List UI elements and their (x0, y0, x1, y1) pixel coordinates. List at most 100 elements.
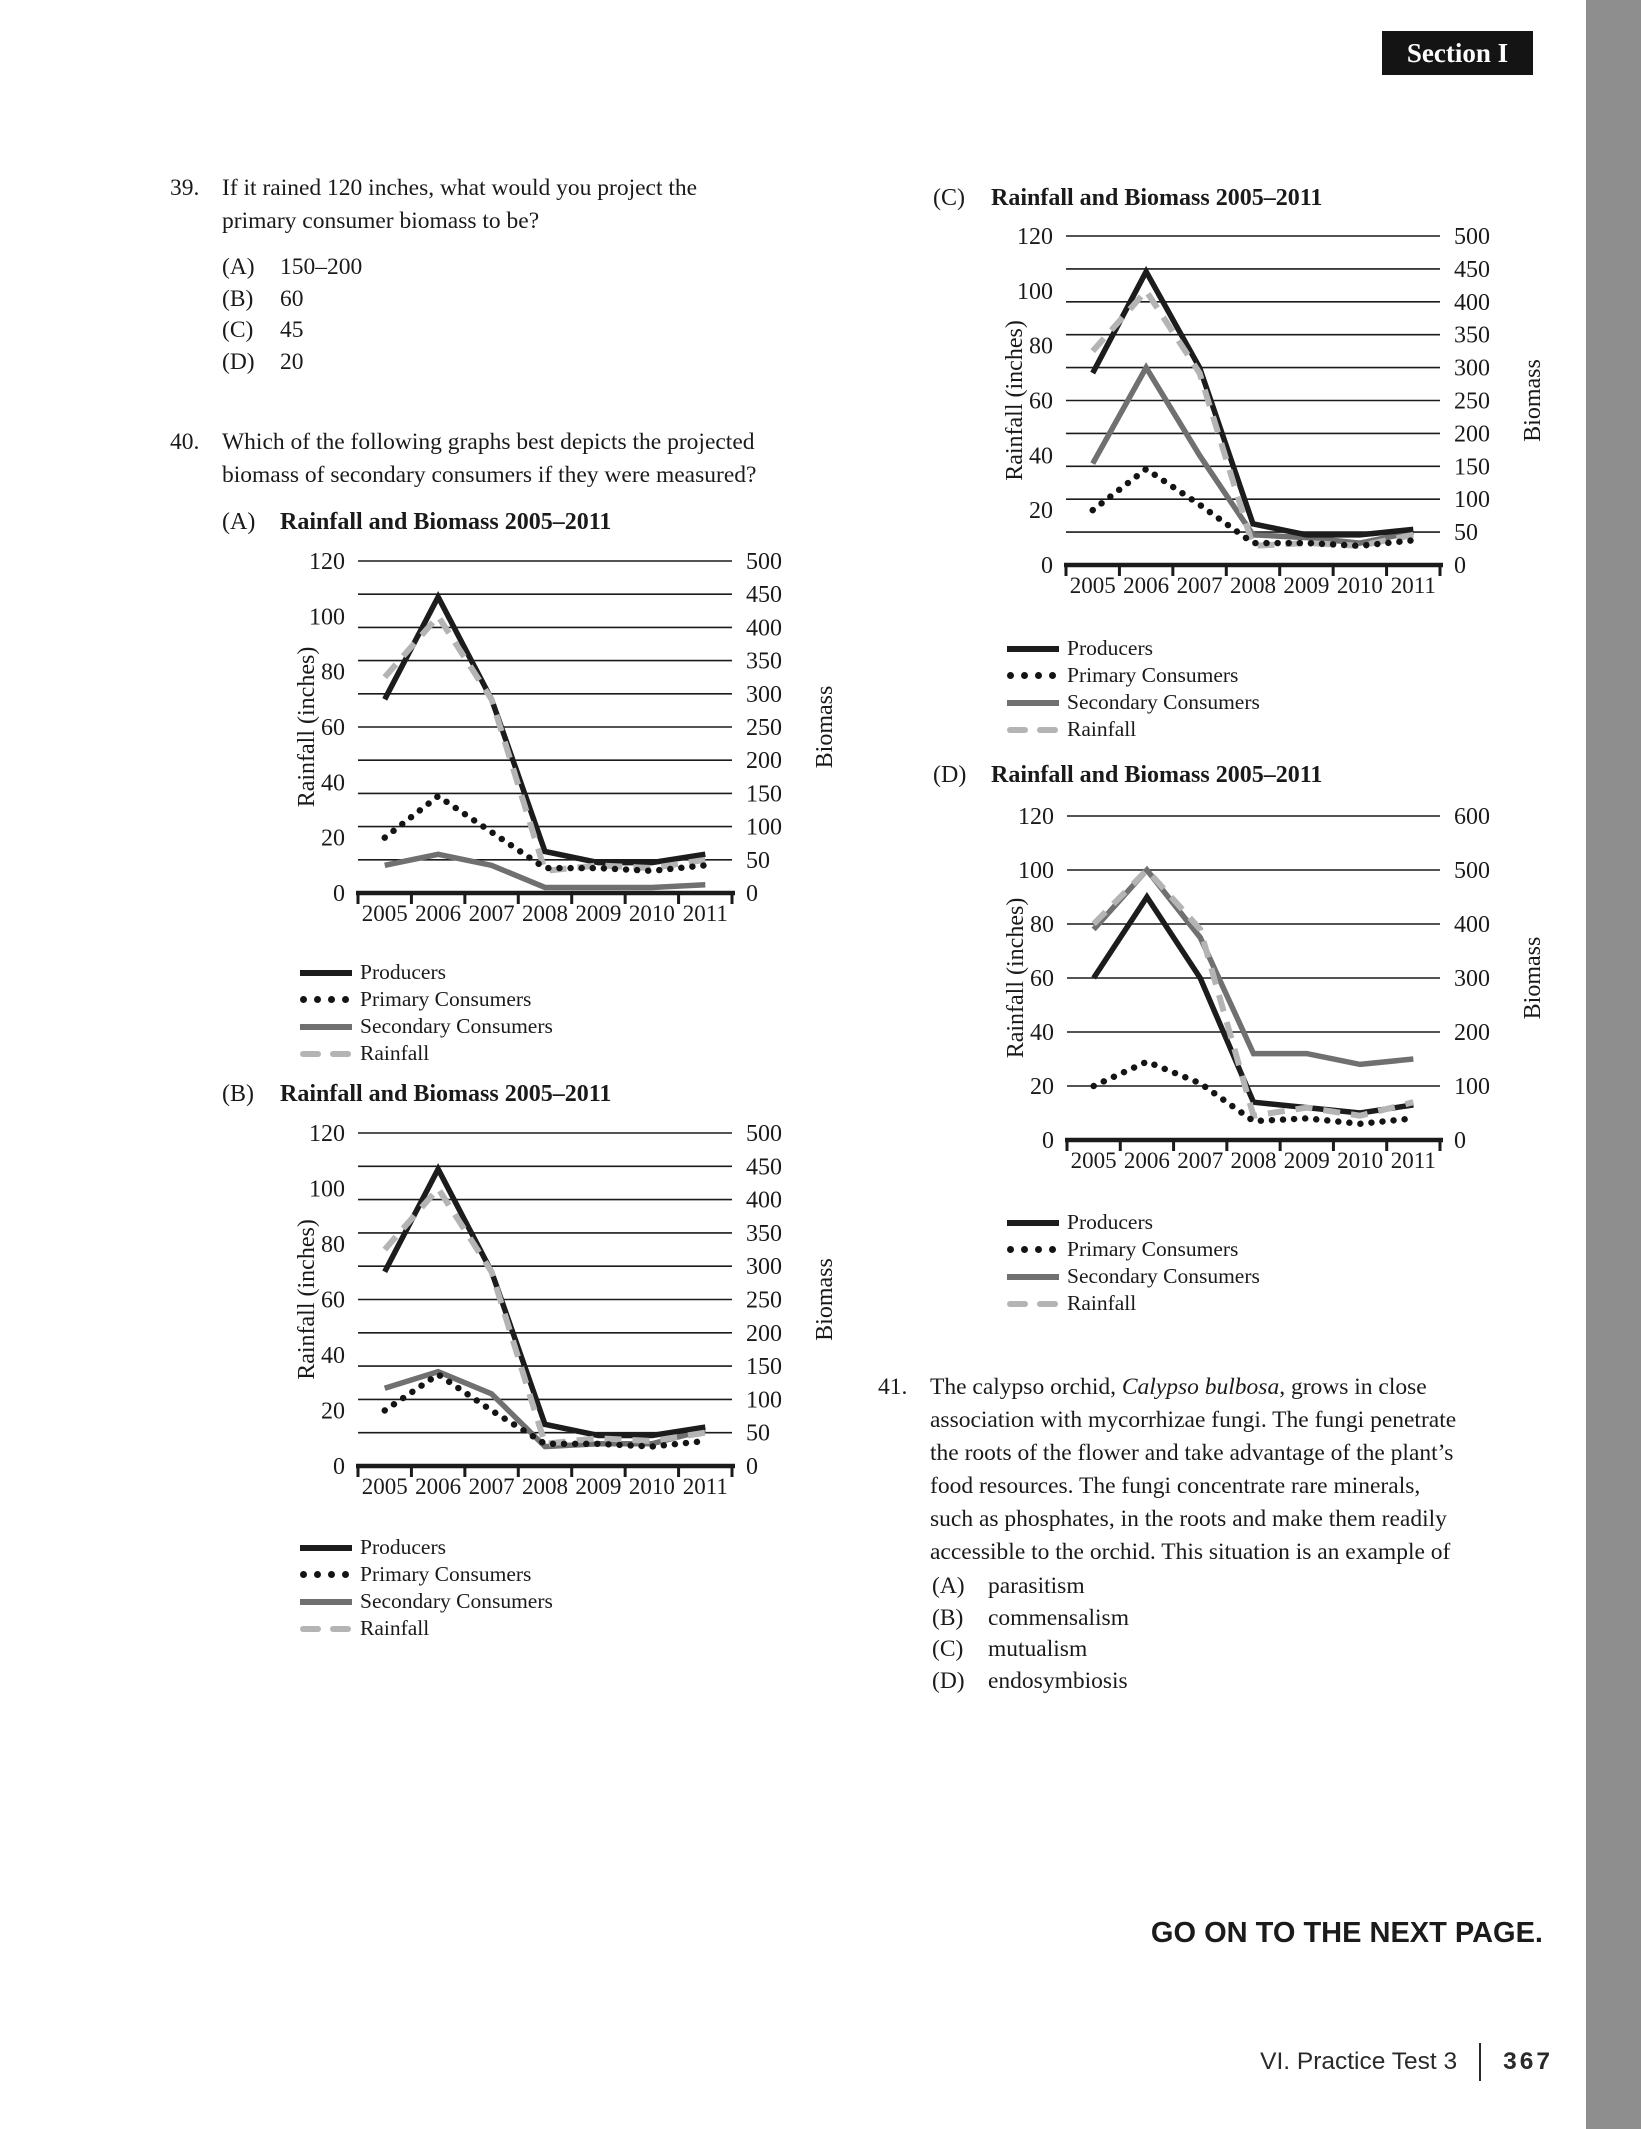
right-axis-tick: 0 (1454, 1128, 1466, 1154)
option-text: endosymbiosis (988, 1667, 1128, 1694)
left-axis-tick: 120 (309, 549, 345, 575)
legend-item: Primary Consumers (1007, 1236, 1260, 1263)
chart-A-legend: Producers Primary Consumers Secondary Cons… (300, 959, 553, 1067)
right-axis-tick: 100 (746, 1387, 782, 1413)
right-axis-tick: 500 (1454, 858, 1490, 884)
legend-marker-dashed-lightgray (300, 1050, 351, 1057)
left-axis-tick: 0 (333, 881, 345, 907)
left-axis-title: Rainfall (inches) (294, 1219, 320, 1380)
legend-label: Producers (360, 960, 446, 984)
x-axis-year-label: 2010 (1337, 573, 1383, 598)
left-axis-tick: 60 (1030, 966, 1054, 992)
series-producers (1090, 265, 1414, 538)
legend-marker-dotted-black (1007, 1246, 1056, 1253)
left-axis-tick: 80 (321, 660, 345, 686)
series-primary-consumers (381, 1370, 709, 1450)
series-rainfall (382, 611, 706, 875)
legend-marker-dotted-black (1007, 672, 1056, 679)
right-axis-tick: 200 (746, 748, 782, 774)
legend-marker-solid-gray (300, 1598, 352, 1605)
x-axis-year-label: 2008 (522, 1474, 568, 1499)
option-letter: (B) (932, 1604, 964, 1631)
legend-item: Secondary Consumers (1007, 689, 1260, 716)
left-axis-title: Rainfall (inches) (1003, 898, 1029, 1059)
legend-marker-dotted-black (300, 996, 349, 1003)
right-axis-tick: 50 (746, 848, 770, 874)
answer-option: (A) 150–200 (222, 252, 362, 284)
right-axis-tick: 250 (746, 715, 782, 741)
right-axis-title: Biomass (1520, 359, 1546, 442)
right-axis-tick: 300 (746, 682, 782, 708)
x-axis-year-label: 2011 (1391, 1148, 1436, 1173)
q39-text: If it rained 120 inches, what would you … (222, 172, 697, 238)
answer-option: (C) 45 (222, 315, 362, 347)
q41-text-run: food resources. The fungi concentrate ra… (930, 1473, 1421, 1499)
chart-title: Rainfall and Biomass 2005–2011 (280, 1081, 612, 1107)
chart-D-plot: 0 20 40 60 80 100 120 0 100 200 300 400 500 600 2005 20… (1003, 804, 1546, 1173)
legend-marker-dashed-lightgray (300, 1625, 351, 1632)
right-axis-title: Biomass (812, 1258, 838, 1341)
legend-marker-dotted-black (300, 1571, 349, 1578)
option-letter: (C) (222, 317, 254, 344)
legend-item: Primary Consumers (1007, 662, 1260, 689)
right-axis-tick: 500 (746, 549, 782, 575)
x-axis-year-label: 2011 (683, 1474, 728, 1499)
right-axis-tick: 150 (746, 781, 782, 807)
q41-options: (A) parasitism (B) commensalism (C) mutualism… (932, 1571, 1129, 1697)
left-axis-tick: 20 (321, 1399, 345, 1425)
x-axis-year-label: 2009 (1283, 573, 1329, 598)
right-axis-tick: 350 (746, 649, 782, 675)
page-edge-bar (1586, 0, 1641, 2129)
answer-option: (A) parasitism (932, 1571, 1129, 1603)
series-secondary-consumers (1091, 865, 1414, 1068)
left-axis-tick: 0 (1041, 553, 1053, 579)
legend-item: Producers (300, 1534, 553, 1561)
q40-text: Which of the following graphs best depic… (222, 426, 756, 492)
legend-item: Secondary Consumers (300, 1013, 553, 1040)
right-axis-tick: 300 (746, 1254, 782, 1280)
chart-option-letter: (A) (222, 509, 256, 535)
legend-item: Producers (1007, 635, 1260, 662)
left-axis-tick: 80 (1030, 912, 1054, 938)
right-axis-tick: 600 (1454, 804, 1490, 830)
q41-line: The calypso orchid, Calypso bulbosa, gro… (930, 1371, 1456, 1404)
left-axis-tick: 60 (1029, 389, 1053, 415)
right-axis-tick: 450 (746, 1154, 782, 1180)
legend-label: Primary Consumers (360, 987, 532, 1011)
right-axis-tick: 50 (746, 1421, 770, 1447)
section-badge-label: Section I (1406, 37, 1509, 68)
x-axis-year-label: 2009 (575, 1474, 621, 1499)
legend-label: Producers (1067, 636, 1153, 660)
series-producers (382, 1163, 706, 1439)
x-axis-year-label: 2010 (629, 1474, 675, 1499)
legend-label: Secondary Consumers (1067, 1264, 1260, 1288)
x-axis-year-label: 2011 (1391, 573, 1436, 598)
footer-label: VI. Practice Test 3 (1260, 2048, 1458, 2075)
answer-option: (B) commensalism (932, 1603, 1129, 1635)
q41-text-run: accessible to the orchid. This situation… (930, 1539, 1451, 1565)
q41-number: 41. (878, 1374, 908, 1400)
legend-item: Producers (1007, 1209, 1260, 1236)
left-axis-tick: 100 (1017, 279, 1053, 305)
option-text: parasitism (988, 1573, 1085, 1599)
chart-C-legend: Producers Primary Consumers Secondary Cons… (1007, 635, 1260, 743)
x-axis-year-label: 2005 (1070, 573, 1116, 598)
left-axis-tick: 60 (321, 1288, 345, 1314)
left-axis-tick: 20 (1029, 498, 1053, 524)
chart-D-legend: Producers Primary Consumers Secondary Cons… (1007, 1209, 1260, 1317)
option-letter: (D) (932, 1667, 965, 1694)
q41-line: the roots of the flower and take advanta… (930, 1437, 1456, 1470)
chart-B-legend: Producers Primary Consumers Secondary Cons… (300, 1534, 553, 1642)
right-axis-tick: 350 (746, 1221, 782, 1247)
legend-label: Producers (360, 1535, 446, 1559)
legend-item: Rainfall (300, 1615, 553, 1642)
legend-marker-solid-gray (1007, 699, 1059, 706)
series-rainfall (1091, 865, 1415, 1120)
legend-item: Rainfall (1007, 716, 1260, 743)
q41-text-run: , grows in close (1279, 1374, 1427, 1400)
legend-item: Secondary Consumers (1007, 1263, 1260, 1290)
q41-line: food resources. The fungi concentrate ra… (930, 1470, 1456, 1503)
left-axis-tick: 80 (321, 1232, 345, 1258)
legend-label: Primary Consumers (360, 1562, 532, 1586)
